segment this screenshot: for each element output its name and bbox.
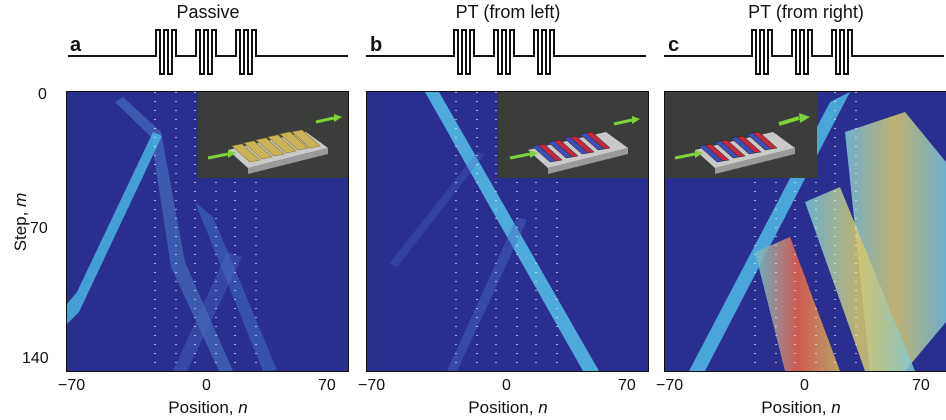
panel-c-letter: c [668, 34, 680, 56]
panel-a-pulse-train [68, 29, 348, 75]
panel-c-pulse-train [664, 29, 944, 75]
panel-c-x-label-var: n [831, 398, 841, 417]
panel-c-field [689, 92, 946, 371]
panel-b-title: PT (from left) [455, 2, 561, 22]
panel-c-x-label: Position, n [656, 398, 946, 418]
panel-c-x-tick-70: 70 [912, 377, 930, 394]
panel-b-x-tick-neg70: −70 [358, 377, 386, 394]
panel-c-plot [664, 91, 946, 372]
beam-amplified-middle [805, 187, 915, 371]
panel-a-x-tick-neg70: −70 [58, 377, 86, 394]
panel-b-field [389, 92, 599, 371]
panel-a-x-label-text: Position, [168, 398, 239, 417]
panel-b-x-label-text: Position, [468, 398, 539, 417]
panel-a-x-tick-0: 0 [202, 377, 211, 394]
beam-scatter [195, 202, 277, 371]
beam-main [425, 92, 599, 371]
passive-waveguide-icon [207, 114, 342, 174]
panel-a-letter: a [70, 34, 82, 56]
y-axis-label-var: m [11, 192, 30, 207]
panel-c-inset [665, 92, 817, 178]
panel-c-x-label-text: Position, [761, 398, 832, 417]
panel-b-letter: b [370, 34, 383, 56]
beam-reflected [173, 252, 242, 371]
panel-b-x-label-var: n [538, 398, 548, 417]
panel-a-plot [66, 91, 349, 372]
beam-left [67, 132, 162, 324]
beam-amplified-lower [755, 237, 840, 371]
y-axis-label: Step, m [11, 167, 31, 277]
panel-b-x-tick-70: 70 [618, 377, 636, 394]
beam-right [115, 97, 233, 371]
beam-weak [447, 217, 527, 371]
panel-b-x-tick-0: 0 [502, 377, 511, 394]
panel-a-field [67, 92, 277, 371]
panel-b-inset [498, 92, 648, 178]
panel-b-plot [366, 91, 649, 372]
y-tick-140: 140 [22, 350, 49, 367]
y-tick-0: 0 [38, 86, 47, 103]
panel-c-title: PT (from right) [748, 2, 864, 22]
panel-a-title: Passive [176, 2, 240, 22]
panel-a-x-label-var: n [238, 398, 248, 417]
panel-a-inset [198, 92, 348, 178]
pt-waveguide-icon [509, 116, 640, 174]
y-tick-70: 70 [30, 220, 48, 237]
pt-waveguide-icon [674, 113, 810, 174]
panel-b-pulse-train [366, 29, 646, 75]
panel-c-x-tick-0: 0 [800, 377, 809, 394]
panel-b-x-label: Position, n [363, 398, 653, 418]
beam-faint [389, 152, 485, 267]
panel-c-x-tick-neg70: −70 [656, 377, 684, 394]
panel-a-x-tick-70: 70 [318, 377, 336, 394]
panel-a-x-label: Position, n [63, 398, 353, 418]
y-axis-label-text: Step, [11, 206, 30, 252]
